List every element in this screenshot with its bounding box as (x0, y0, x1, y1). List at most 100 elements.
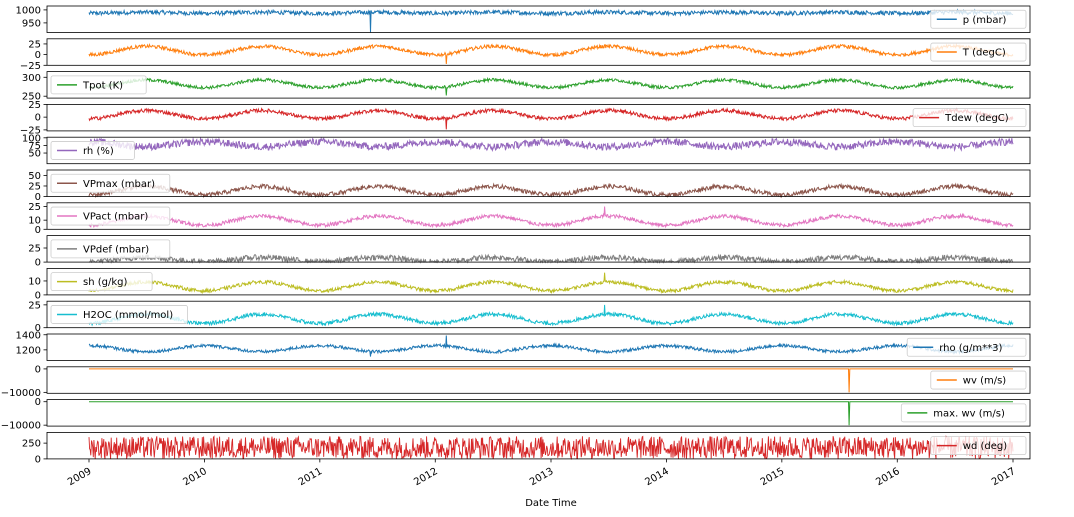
legend-box (900, 403, 1027, 423)
legend-box (930, 42, 1027, 62)
subplot-panel: 25 0 VPdef (mbar) (28, 235, 1031, 269)
y-tick-label: 300 (22, 73, 41, 84)
subplot-panel: 250 0 wd (deg) (22, 431, 1031, 465)
series-line (88, 42, 1014, 65)
subplot-panel: 250−25 T (degC) (20, 38, 1031, 72)
series-line (88, 107, 1014, 130)
plot-frame (46, 71, 1031, 99)
legend-box (906, 337, 1027, 357)
legend-label: VPmax (mbar) (83, 179, 155, 190)
legend-box (50, 75, 147, 95)
y-tick-label: 1200 (16, 345, 41, 356)
y-tick-label: 75 (28, 141, 41, 152)
subplot-panel: 0 −10000 max. wv (m/s) (1, 397, 1031, 432)
legend-label: rh (%) (83, 146, 114, 157)
y-tick-label: 0 (35, 225, 41, 236)
legend: VPact (mbar) (50, 206, 171, 226)
legend-box (50, 272, 153, 292)
legend: sh (g/kg) (50, 272, 153, 292)
subplot-panel: 1400 1200 rho (g/m**3) (16, 330, 1031, 361)
plot-frame (46, 366, 1031, 394)
plot-frame (46, 267, 1031, 296)
y-tick-label: 1000 (16, 5, 41, 16)
y-tick-label: 250 (22, 439, 41, 450)
legend: Tdew (degC) (912, 108, 1027, 128)
plot-frame (46, 169, 1031, 197)
y-tick-label: 0 (35, 258, 41, 269)
legend-box (50, 173, 171, 193)
series-line (88, 136, 1014, 153)
series-line (88, 76, 1014, 96)
subplot-panel: 25 0−25 Tdew (degC) (20, 100, 1031, 136)
legend: T (degC) (930, 42, 1027, 62)
y-tick-label: −25 (20, 61, 41, 72)
plot-frame (46, 202, 1031, 230)
legend: H2OC (mmol/mol) (50, 305, 188, 324)
series-line (89, 401, 1013, 426)
legend: wd (deg) (930, 436, 1027, 456)
plot-frame (46, 5, 1031, 33)
legend: p (mbar) (930, 9, 1027, 29)
y-tick-label: 950 (22, 18, 41, 29)
legend-box (50, 305, 188, 324)
legend-label: T (degC) (962, 48, 1006, 59)
y-tick-label: 0 (35, 397, 41, 408)
legend: rho (g/m**3) (906, 337, 1027, 357)
y-tick-label: 25 (28, 202, 41, 213)
legend-label: Tdew (degC) (944, 113, 1009, 124)
y-tick-label: 0 (35, 323, 41, 334)
legend: wv (m/s) (930, 370, 1027, 390)
y-tick-label: 1400 (16, 330, 41, 341)
y-tick-label: 10 (28, 276, 41, 287)
plot-frame (46, 300, 1031, 329)
x-axis-label: Date Time (525, 498, 577, 509)
y-tick-label: −10000 (1, 421, 41, 432)
legend-label: max. wv (m/s) (933, 408, 1005, 419)
series-line (88, 206, 1014, 229)
legend-label: p (mbar) (963, 15, 1007, 26)
subplot-panel: 25 100 VPact (mbar) (28, 202, 1031, 236)
legend-label: wv (m/s) (963, 376, 1006, 387)
plot-frame (46, 38, 1031, 66)
subplot-panel: 1000 950 p (mbar) (16, 5, 1031, 33)
y-tick-label: 100 (22, 133, 41, 144)
subplot-panel: 300 250 Tpot (K) (22, 71, 1031, 103)
y-tick-label: 0 (35, 192, 41, 203)
legend-box (50, 239, 171, 259)
y-tick-label: 50 (28, 171, 41, 182)
legend-box (930, 436, 1027, 456)
y-tick-label: 250 (22, 92, 41, 103)
plot-frame (46, 104, 1031, 132)
legend-box (50, 206, 171, 226)
legend-label: sh (g/kg) (83, 277, 127, 288)
y-tick-label: 0 (35, 113, 41, 124)
y-tick-label: 0 (35, 290, 41, 301)
legend-label: Tpot (K) (82, 80, 123, 91)
y-tick-label: −25 (20, 125, 41, 136)
y-tick-label: 25 (28, 181, 41, 192)
legend-box (50, 141, 135, 160)
legend-box (912, 108, 1027, 128)
plot-frame (46, 235, 1031, 263)
plot-frame (46, 333, 1031, 361)
legend: max. wv (m/s) (900, 403, 1027, 423)
plot-frame (46, 431, 1031, 460)
subplot-panel: 25 0 H2OC (mmol/mol) (28, 300, 1031, 334)
y-tick-label: 0 (35, 364, 41, 375)
series-line (88, 304, 1014, 327)
y-tick-label: 25 (28, 100, 41, 111)
subplot-panel: 10 0 sh (g/kg) (28, 267, 1031, 301)
legend-label: VPact (mbar) (83, 212, 148, 223)
series-line (89, 368, 1013, 393)
series-line (88, 335, 1014, 357)
legend-label: H2OC (mmol/mol) (83, 310, 173, 321)
plot-frame (46, 399, 1031, 427)
y-tick-label: 50 (28, 149, 41, 160)
legend: VPmax (mbar) (50, 173, 171, 193)
y-tick-label: −10000 (1, 388, 41, 399)
series-line (88, 182, 1014, 199)
legend: VPdef (mbar) (50, 239, 171, 259)
